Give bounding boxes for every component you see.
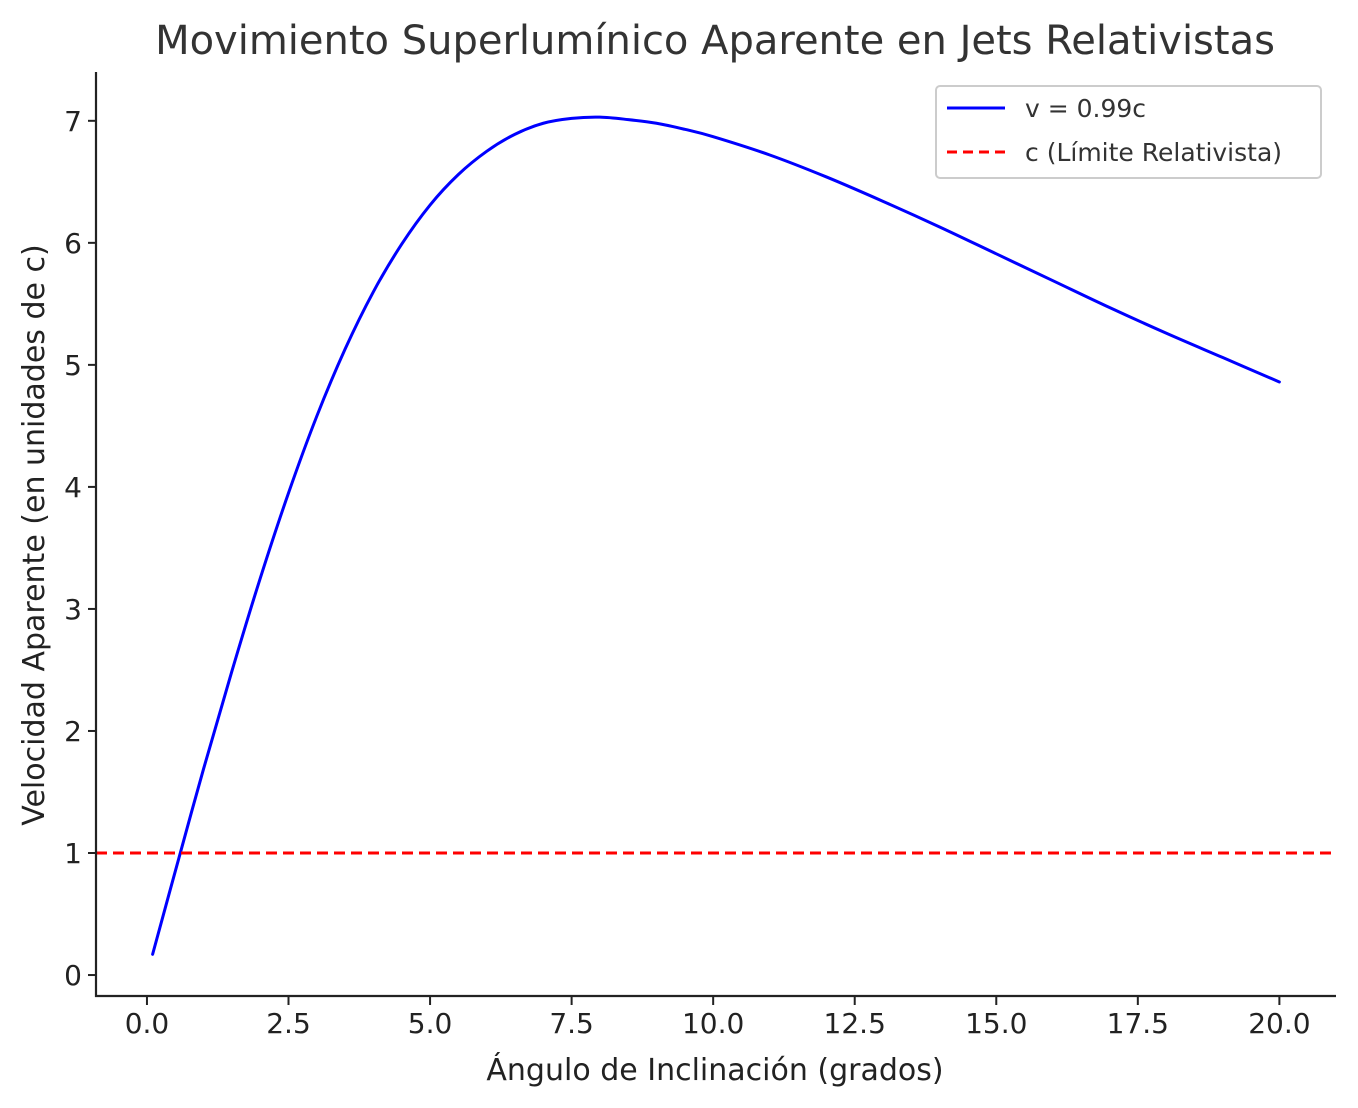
y-tick-label: 3 bbox=[64, 593, 82, 626]
y-tick-label: 0 bbox=[64, 959, 82, 992]
y-axis-ticks: 0 1 2 3 4 5 6 7 bbox=[64, 105, 96, 992]
x-tick-label: 20.0 bbox=[1248, 1007, 1310, 1040]
x-axis-label: Ángulo de Inclinación (grados) bbox=[486, 1052, 943, 1088]
y-tick-label: 1 bbox=[64, 837, 82, 870]
x-tick-label: 10.0 bbox=[682, 1007, 744, 1040]
x-axis-ticks: 0.0 2.5 5.0 7.5 10.0 12.5 15.0 17.5 20.0 bbox=[125, 997, 1311, 1040]
y-tick-label: 4 bbox=[64, 471, 82, 504]
x-tick-label: 12.5 bbox=[824, 1007, 886, 1040]
x-tick-label: 7.5 bbox=[549, 1007, 594, 1040]
legend-label-light-limit: c (Límite Relativista) bbox=[1025, 138, 1282, 167]
plot-series-group bbox=[96, 115, 1336, 956]
series-line-velocity bbox=[151, 115, 1281, 956]
x-tick-label: 2.5 bbox=[266, 1007, 311, 1040]
x-tick-label: 0.0 bbox=[125, 1007, 170, 1040]
y-tick-label: 7 bbox=[64, 105, 82, 138]
legend: v = 0.99c c (Límite Relativista) bbox=[935, 85, 1322, 179]
x-tick-label: 5.0 bbox=[408, 1007, 453, 1040]
x-tick-label: 17.5 bbox=[1107, 1007, 1169, 1040]
y-tick-label: 6 bbox=[64, 227, 82, 260]
y-axis-label: Velocidad Aparente (en unidades de c) bbox=[17, 244, 52, 825]
y-tick-label: 2 bbox=[64, 715, 82, 748]
chart-title: Movimiento Superlumínico Aparente en Jet… bbox=[155, 18, 1275, 64]
legend-box bbox=[935, 85, 1322, 179]
y-tick-label: 5 bbox=[64, 349, 82, 382]
x-tick-label: 15.0 bbox=[965, 1007, 1027, 1040]
legend-label-velocity: v = 0.99c bbox=[1025, 94, 1146, 123]
